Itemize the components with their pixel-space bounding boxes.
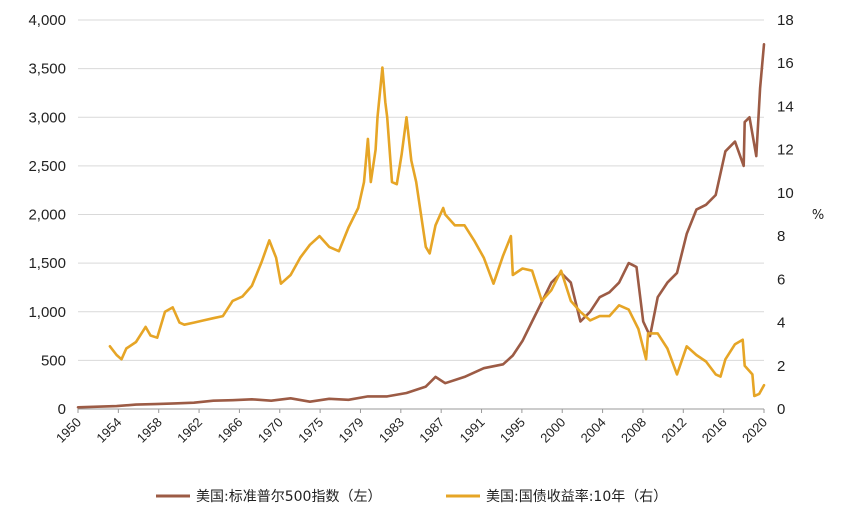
legend-label-sp500: 美国:标准普尔500指数（左） — [196, 489, 381, 505]
y-right-tick-label: 10 — [777, 185, 794, 202]
x-tick-label: 1987 — [416, 415, 447, 446]
x-tick-label: 2008 — [618, 415, 649, 446]
y-right-tick-label: 14 — [777, 98, 794, 115]
x-tick-label: 1954 — [93, 415, 124, 446]
series-line-sp500 — [76, 42, 766, 409]
x-axis-ticks: 1950 1954 1958 1962 1966 1970 1975 1979 1983 1987… — [53, 409, 770, 446]
y-right-tick-label: 18 — [777, 12, 794, 29]
x-tick-label: 1958 — [134, 415, 165, 446]
x-tick-label: 1979 — [336, 415, 367, 446]
y-left-tick-label: 0 — [58, 401, 66, 418]
y-right-tick-label: 6 — [777, 271, 785, 288]
x-tick-label: 2016 — [699, 415, 730, 446]
x-tick-label: 2012 — [658, 415, 689, 446]
x-tick-label: 2020 — [739, 415, 770, 446]
y-left-tick-label: 2,000 — [28, 207, 66, 224]
y-right-tick-label: 12 — [777, 142, 794, 159]
right-axis-ticks: 0 2 4 6 8 10 12 14 16 18 — [777, 12, 794, 418]
y-left-tick-label: 1,500 — [28, 255, 66, 272]
series-group — [76, 42, 766, 409]
x-tick-label: 2004 — [578, 415, 609, 446]
y-left-tick-label: 1,000 — [28, 304, 66, 321]
series-line-yield10y — [108, 66, 766, 398]
y-right-tick-label: 16 — [777, 55, 794, 72]
left-axis-ticks: 0 500 1,000 1,500 2,000 2,500 3,000 3,500 4,000 — [28, 12, 66, 418]
x-tick-label: 1950 — [53, 415, 84, 446]
x-tick-label: 1991 — [457, 415, 488, 446]
x-tick-label: 1975 — [295, 415, 326, 446]
y-left-tick-label: 4,000 — [28, 12, 66, 29]
right-axis-unit-label: % — [812, 208, 824, 223]
y-right-tick-label: 2 — [777, 358, 785, 375]
legend-label-yield10y: 美国:国债收益率:10年（右） — [486, 488, 667, 505]
y-right-tick-label: 8 — [777, 228, 785, 245]
x-tick-label: 1983 — [376, 415, 407, 446]
x-tick-label: 1970 — [255, 415, 286, 446]
y-left-tick-label: 3,500 — [28, 61, 66, 78]
x-tick-label: 1962 — [174, 415, 205, 446]
y-right-tick-label: 0 — [777, 401, 785, 418]
x-tick-label: 1995 — [497, 415, 528, 446]
y-left-tick-label: 3,000 — [28, 109, 66, 126]
legend: 美国:标准普尔500指数（左） 美国:国债收益率:10年（右） — [156, 488, 667, 505]
y-left-tick-label: 500 — [41, 352, 66, 369]
y-left-tick-label: 2,500 — [28, 158, 66, 175]
x-tick-label: 1966 — [214, 415, 245, 446]
y-right-tick-label: 4 — [777, 315, 785, 332]
gridlines — [78, 19, 764, 361]
x-tick-label: 2000 — [537, 415, 568, 446]
